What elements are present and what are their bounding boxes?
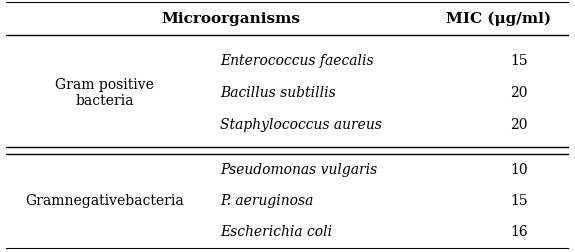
Text: Escherichia coli: Escherichia coli [220, 224, 332, 238]
Text: Microorganisms: Microorganisms [162, 12, 301, 25]
Text: 15: 15 [510, 193, 528, 207]
Text: MIC (μg/ml): MIC (μg/ml) [446, 11, 551, 26]
Text: P. aeruginosa: P. aeruginosa [220, 193, 313, 207]
Text: Gram positive
bacteria: Gram positive bacteria [55, 78, 154, 108]
Text: 15: 15 [510, 54, 528, 68]
Text: 10: 10 [510, 162, 528, 176]
Text: Enterococcus faecalis: Enterococcus faecalis [220, 54, 374, 68]
Text: Bacillus subtillis: Bacillus subtillis [220, 86, 336, 100]
Text: Gramnegativebacteria: Gramnegativebacteria [25, 193, 184, 207]
Text: 20: 20 [510, 86, 528, 100]
Text: Staphylococcus aureus: Staphylococcus aureus [220, 118, 382, 132]
Text: 20: 20 [510, 118, 528, 132]
Text: 16: 16 [510, 224, 528, 238]
Text: Pseudomonas vulgaris: Pseudomonas vulgaris [220, 162, 377, 176]
